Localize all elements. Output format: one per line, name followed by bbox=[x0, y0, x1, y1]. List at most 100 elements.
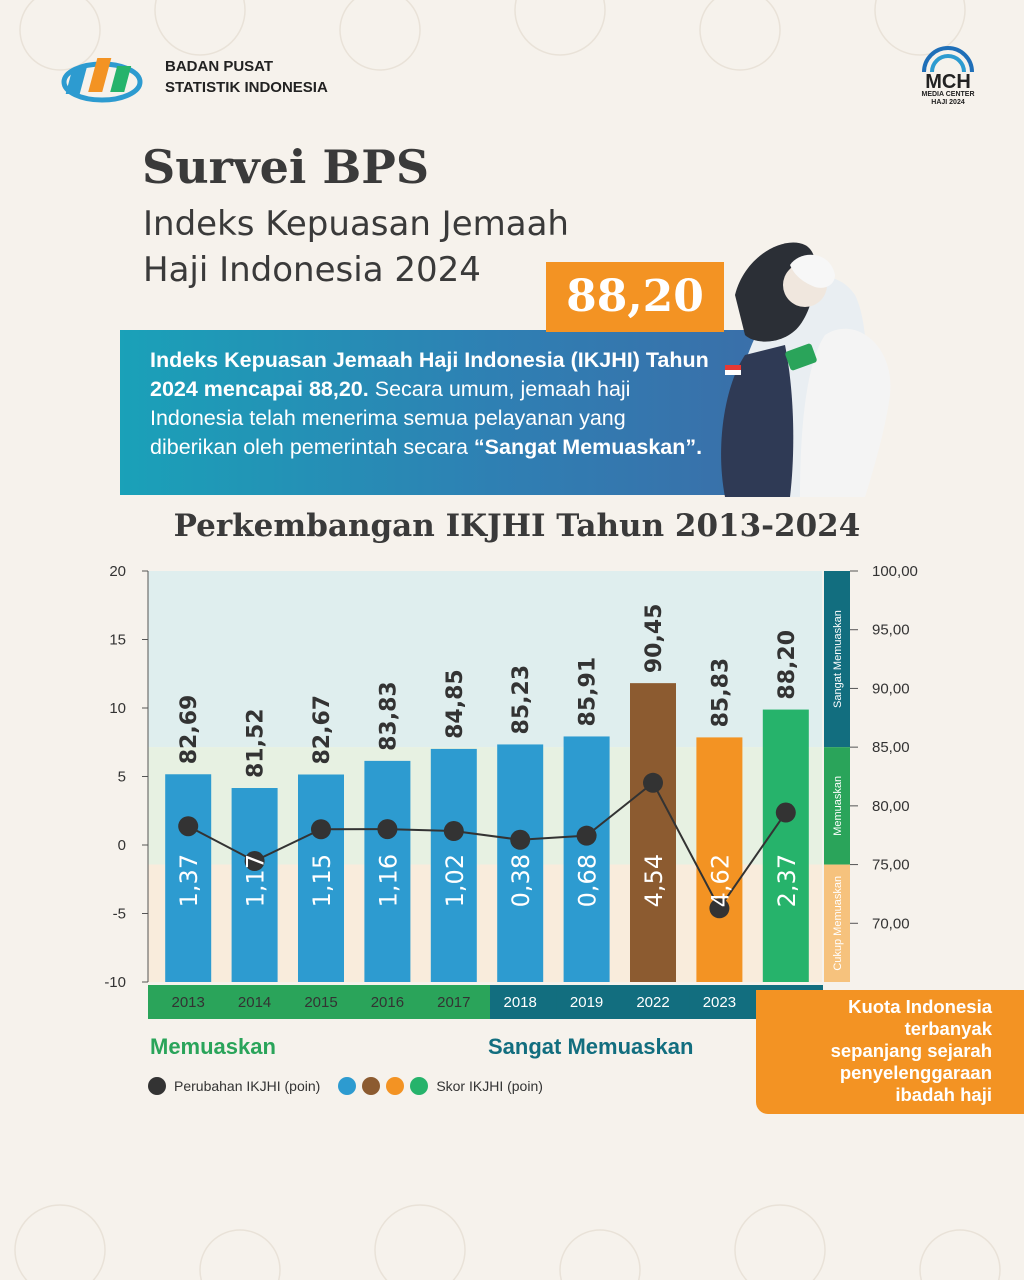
category-bg-2017 bbox=[423, 985, 491, 1019]
right-tick-label-5: 75,00 bbox=[872, 857, 910, 874]
change-point-2013 bbox=[178, 816, 199, 837]
zone-strip-2 bbox=[824, 864, 850, 982]
score-label-2019: 85,91 bbox=[576, 657, 601, 727]
category-label-2018: 2018 bbox=[504, 994, 537, 1011]
kuota-line4: penyelenggaraan bbox=[839, 1062, 992, 1083]
category-label-2019: 2019 bbox=[570, 994, 603, 1011]
zone-label-1: Memuaskan bbox=[832, 776, 844, 836]
change-label-2017: 1,02 bbox=[441, 854, 469, 907]
score-label-2015: 82,67 bbox=[310, 695, 335, 765]
left-tick-label-2: 10 bbox=[109, 700, 126, 717]
page-subtitle-line2: Haji Indonesia 2024 bbox=[143, 250, 481, 290]
change-point-2022 bbox=[643, 772, 663, 793]
category-bg-2014 bbox=[224, 985, 292, 1019]
zone-strip-1 bbox=[824, 747, 850, 865]
change-line bbox=[187, 781, 787, 911]
change-label-2019: 0,68 bbox=[574, 854, 602, 907]
legend-score-label: Skor IKJHI (poin) bbox=[436, 1078, 543, 1094]
change-label-2018: 0,38 bbox=[507, 854, 535, 907]
bar-2017 bbox=[430, 748, 477, 982]
page-subtitle-line1: Indeks Kepuasan Jemaah bbox=[143, 204, 569, 244]
change-point-2019 bbox=[576, 825, 597, 846]
category-bg-2022 bbox=[622, 985, 691, 1019]
org-name-line1: BADAN PUSAT bbox=[165, 58, 274, 75]
change-label-2023: 4,62 bbox=[706, 854, 734, 907]
bps-logo-icon bbox=[61, 58, 143, 103]
org-name-line2: STATISTIK INDONESIA bbox=[165, 79, 328, 96]
bar-2018 bbox=[497, 744, 544, 982]
score-label-2023: 85,83 bbox=[708, 658, 733, 728]
bar-2016 bbox=[364, 760, 411, 982]
left-tick-label-0: 20 bbox=[109, 563, 126, 580]
category-label-2014: 2014 bbox=[238, 994, 271, 1011]
left-tick-label-1: 15 bbox=[109, 632, 126, 649]
page-title: Survei BPS bbox=[142, 140, 430, 194]
pilgrims-illustration bbox=[721, 242, 891, 497]
category-bg-2019 bbox=[556, 985, 624, 1019]
kuota-text: Kuota Indonesia terbanyak sepanjang seja… bbox=[770, 996, 992, 1106]
mch-sub2: HAJI 2024 bbox=[931, 99, 965, 106]
category-bg-2018 bbox=[490, 985, 558, 1019]
left-tick-label-5: -5 bbox=[113, 906, 126, 923]
change-point-2018 bbox=[510, 829, 531, 850]
bar-2013 bbox=[165, 774, 212, 982]
org-name: BADAN PUSAT STATISTIK INDONESIA bbox=[165, 56, 328, 98]
zone-bg-0 bbox=[148, 571, 822, 748]
kuota-line1: Kuota Indonesia bbox=[848, 996, 992, 1017]
right-tick-label-4: 80,00 bbox=[872, 798, 910, 815]
right-tick-label-3: 85,00 bbox=[872, 739, 910, 756]
change-label-2022: 4,54 bbox=[640, 854, 668, 907]
category-bg-2015 bbox=[290, 985, 359, 1019]
change-label-2013: 1,37 bbox=[175, 854, 203, 907]
change-point-2016 bbox=[377, 819, 398, 840]
bar-2024 bbox=[762, 709, 809, 982]
legend: Perubahan IKJHI (poin) Skor IKJHI (poin) bbox=[148, 1076, 543, 1096]
zone-label-2: Cukup Memuaskan bbox=[832, 876, 844, 971]
score-label-2024: 88,20 bbox=[775, 630, 800, 700]
score-label-2016: 83,83 bbox=[376, 681, 401, 751]
score-label-2014: 81,52 bbox=[244, 708, 269, 778]
change-label-2024: 2,37 bbox=[773, 854, 801, 907]
group-label-sangat-memuaskan: Sangat Memuaskan bbox=[488, 1034, 694, 1059]
score-label-2022: 90,45 bbox=[642, 604, 667, 674]
info-text-bold: Indeks Kepuasan Jemaah Haji Indonesia (I… bbox=[150, 348, 709, 401]
left-tick-label-4: 0 bbox=[118, 837, 126, 854]
legend-score-swatch-orange bbox=[386, 1077, 405, 1095]
legend-score-swatch-blue bbox=[338, 1077, 357, 1095]
chart: Sangat Memuaskan Memuaskan Cukup Memuaskan… bbox=[104, 563, 918, 1019]
bar-2015 bbox=[298, 774, 344, 982]
right-tick-label-2: 90,00 bbox=[872, 680, 910, 697]
change-point-2014 bbox=[244, 851, 265, 872]
info-text-quote: “Sangat Memuaskan”. bbox=[473, 435, 703, 459]
chart-title: Perkembangan IKJHI Tahun 2013-2024 bbox=[173, 508, 861, 544]
category-label-2022: 2022 bbox=[636, 994, 669, 1011]
zone-strip-0 bbox=[824, 571, 850, 748]
mch-sub1: MEDIA CENTER bbox=[921, 91, 975, 98]
change-label-2015: 1,15 bbox=[308, 854, 336, 907]
kuota-line3: sepanjang sejarah bbox=[830, 1040, 992, 1061]
left-tick-label-3: 5 bbox=[118, 769, 126, 786]
change-point-2023 bbox=[709, 898, 730, 919]
category-bg-2016 bbox=[357, 985, 425, 1019]
category-label-2013: 2013 bbox=[172, 994, 205, 1011]
score-label-2013: 82,69 bbox=[177, 695, 202, 765]
info-text: Indeks Kepuasan Jemaah Haji Indonesia (I… bbox=[150, 346, 710, 462]
legend-score-swatch-green bbox=[410, 1077, 429, 1095]
kuota-line2: terbanyak bbox=[904, 1018, 992, 1039]
info-box bbox=[120, 330, 760, 495]
legend-score-swatch-brown bbox=[362, 1077, 381, 1095]
category-label-2017: 2017 bbox=[437, 994, 470, 1011]
bar-2023 bbox=[696, 737, 743, 982]
category-bg-2013 bbox=[148, 985, 226, 1019]
bar-2022 bbox=[630, 683, 676, 982]
change-label-2014: 1,17 bbox=[242, 854, 270, 907]
kuota-line5: ibadah haji bbox=[895, 1084, 992, 1105]
mch-logo-text: MCH bbox=[925, 71, 971, 93]
score-label-2018: 85,23 bbox=[509, 665, 534, 735]
mch-arch-icon bbox=[922, 46, 974, 73]
info-text-normal: Secara umum, jemaah haji Indonesia telah… bbox=[150, 377, 631, 459]
legend-change-swatch bbox=[148, 1077, 166, 1095]
category-label-2016: 2016 bbox=[371, 994, 404, 1011]
right-tick-label-6: 70,00 bbox=[872, 915, 910, 932]
